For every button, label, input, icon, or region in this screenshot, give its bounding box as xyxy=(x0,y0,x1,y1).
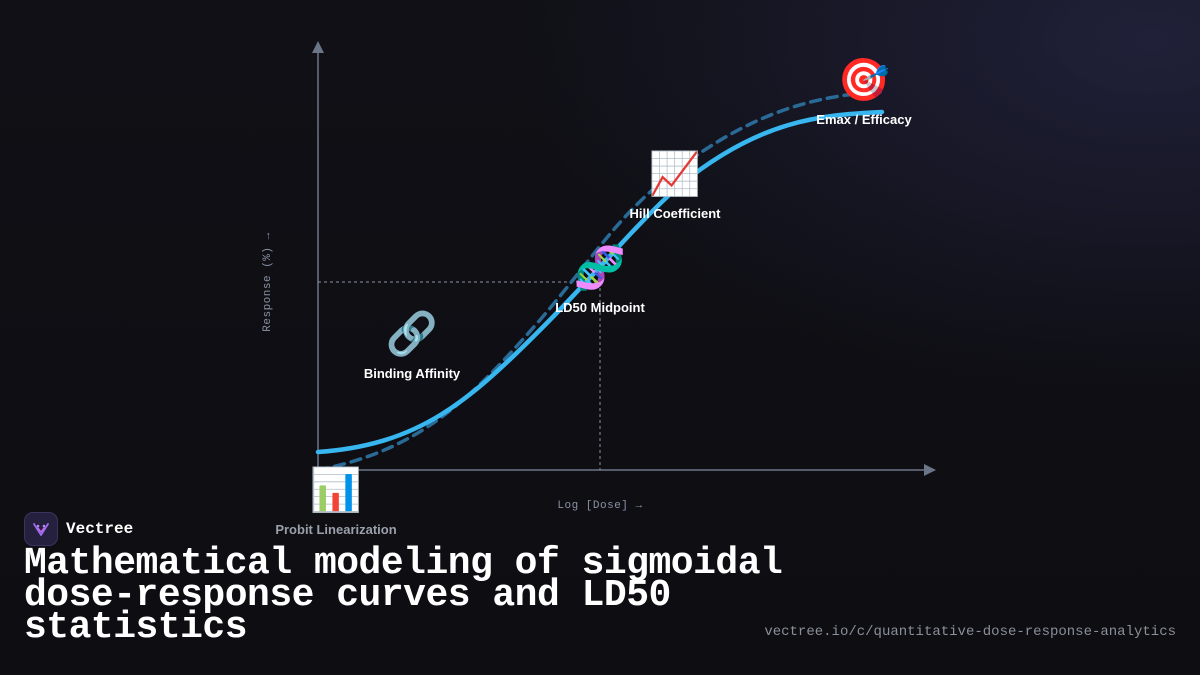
dna-icon: 🧬 xyxy=(573,244,627,291)
node-emax-label: Emax / Efficacy xyxy=(816,112,912,127)
node-binding-affinity: 🔗 Binding Affinity xyxy=(364,310,460,381)
link-icon: 🔗 xyxy=(385,310,439,357)
node-probit-linearization-label: Probit Linearization xyxy=(275,522,397,537)
node-hill-coefficient: 📈 Hill Coefficient xyxy=(629,150,720,221)
node-ld50-midpoint-label: LD50 Midpoint xyxy=(555,300,645,315)
x-axis-arrow xyxy=(924,464,936,476)
vectree-logo-icon xyxy=(24,512,58,546)
x-axis-label: Log [Dose] → xyxy=(557,500,642,512)
page-title: Mathematical modeling of sigmoidal dose-… xyxy=(24,542,783,649)
secondary-curve xyxy=(316,90,882,472)
node-hill-coefficient-label: Hill Coefficient xyxy=(629,206,721,221)
brand: Vectree xyxy=(24,512,133,546)
target-icon: 🎯 xyxy=(837,56,891,103)
node-binding-affinity-label: Binding Affinity xyxy=(363,366,461,381)
primary-curve xyxy=(315,109,885,455)
node-ld50-midpoint: 🧬 LD50 Midpoint xyxy=(555,244,645,315)
chart-increasing-icon: 📈 xyxy=(648,150,702,197)
y-axis-label: Response (%) → xyxy=(262,232,274,331)
node-emax: 🎯 Emax / Efficacy xyxy=(816,56,911,127)
brand-name: Vectree xyxy=(66,520,134,538)
node-probit-linearization: 📊 Probit Linearization xyxy=(275,466,396,537)
bar-chart-icon: 📊 xyxy=(309,466,363,513)
y-axis-arrow xyxy=(312,41,324,53)
source-url[interactable]: vectree.io/c/quantitative-dose-response-… xyxy=(764,624,1176,640)
